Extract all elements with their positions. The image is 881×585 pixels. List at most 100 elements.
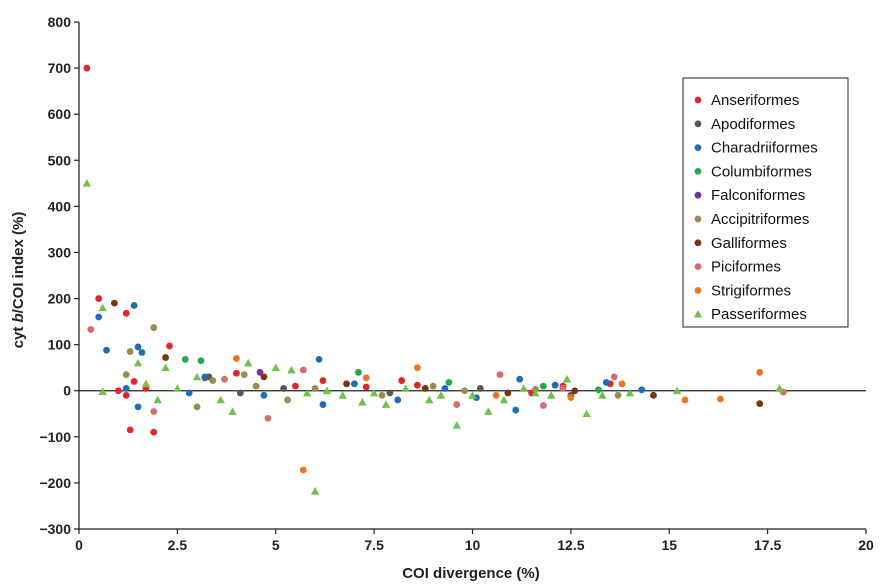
legend-label: Anseriformes xyxy=(711,92,799,109)
passeriformes-point xyxy=(133,358,143,367)
passeriformes-point xyxy=(468,391,477,399)
x-tick-label: 0 xyxy=(75,537,83,553)
apodiformes-point xyxy=(476,385,484,392)
galliformes-point xyxy=(260,373,268,381)
anseriformes-point xyxy=(233,369,240,377)
columbiformes-point xyxy=(197,357,205,365)
accipitriformes-point xyxy=(614,391,622,399)
legend-label: Apodiformes xyxy=(711,116,795,133)
strigiformes-point xyxy=(717,395,724,403)
passeriformes-point xyxy=(436,391,446,399)
charadriiformes-point xyxy=(134,343,142,351)
y-axis-title-italic: b xyxy=(10,313,27,322)
y-tick-label: 600 xyxy=(48,106,72,122)
passeriformes-point xyxy=(228,407,237,415)
y-axis-title: cyt b/COI index (%) xyxy=(10,212,27,349)
charadriiformes-point xyxy=(185,389,193,397)
piciformes-point xyxy=(221,375,228,383)
legend-label: Columbiformes xyxy=(711,163,812,180)
piciformes-point xyxy=(150,408,158,415)
anseriformes-point xyxy=(130,378,138,385)
passeriformes-point xyxy=(98,303,107,312)
x-axis-ticks: 0 2.5 5 7.5 10 12.5 15 17.5 20 xyxy=(75,529,874,553)
charadriiformes-point xyxy=(122,385,130,392)
accipitriformes-point xyxy=(284,396,291,404)
charadriiformes-point xyxy=(103,346,110,354)
charadriiformes-point xyxy=(134,403,142,411)
accipitriformes-point xyxy=(311,385,319,392)
passeriformes-point xyxy=(547,391,556,399)
charadriiformes-point xyxy=(394,396,402,404)
passeriformes-point xyxy=(192,372,202,381)
accipitriformes-point xyxy=(126,348,134,355)
passeriformes-point xyxy=(161,363,170,372)
charadriiformes-point xyxy=(315,355,323,363)
y-tick-label: 500 xyxy=(48,152,72,168)
legend-label: Piciformes xyxy=(711,259,781,276)
columbiformes-point xyxy=(595,386,602,394)
passeriformes-point xyxy=(519,384,528,392)
columbiformes-point xyxy=(539,382,547,390)
galliformes-point xyxy=(756,400,764,408)
passeriformes-point xyxy=(484,407,493,415)
x-tick-label: 20 xyxy=(858,537,874,553)
legend-marker xyxy=(694,144,702,152)
passeriformes-point xyxy=(452,421,461,429)
strigiformes-point xyxy=(414,364,421,372)
passeriformes-point xyxy=(338,391,347,399)
legend-label: Passeriformes xyxy=(711,306,807,323)
apodiformes-point xyxy=(386,389,394,397)
piciformes-point xyxy=(264,414,272,422)
passeriformes-point xyxy=(381,400,391,408)
piciformes-point xyxy=(87,326,95,333)
strigiformes-point xyxy=(681,396,689,404)
charadriiformes-point xyxy=(441,385,449,392)
charadriiformes-point xyxy=(638,386,646,394)
piciformes-point xyxy=(496,371,504,378)
accipitriformes-point xyxy=(429,382,437,390)
passeriformes-point xyxy=(310,487,320,495)
charadriiformes-point xyxy=(95,313,103,321)
y-tick-label: 800 xyxy=(48,14,72,30)
galliformes-point xyxy=(421,385,429,392)
passeriformes-point xyxy=(562,375,572,383)
passeriformes-point xyxy=(322,386,332,395)
piciformes-point xyxy=(559,385,567,392)
passeriformes-point xyxy=(141,379,151,388)
strigiformes-point xyxy=(618,380,626,388)
charadriiformes-point xyxy=(138,349,146,356)
passeriformes-point xyxy=(531,388,540,397)
x-tick-label: 10 xyxy=(465,537,481,553)
passeriformes-point xyxy=(499,395,509,404)
charadriiformes-point xyxy=(201,373,209,381)
x-axis-title: COI divergence (%) xyxy=(402,565,540,582)
legend-label: Accipitriformes xyxy=(711,211,809,228)
passeriformes-point xyxy=(303,388,312,397)
x-tick-label: 17.5 xyxy=(754,537,781,553)
legend-label: Charadriiformes xyxy=(711,140,818,157)
x-tick-label: 12.5 xyxy=(557,537,584,553)
anseriformes-point xyxy=(398,377,406,384)
strigiformes-point xyxy=(492,391,500,399)
passeriformes-point xyxy=(369,388,379,397)
legend-marker xyxy=(694,168,702,175)
anseriformes-point xyxy=(362,383,370,391)
passeriformes-point xyxy=(625,388,635,397)
anseriformes-point xyxy=(166,342,173,350)
accipitriformes-point xyxy=(150,324,158,331)
legend-marker xyxy=(694,96,702,104)
accipitriformes-point xyxy=(378,391,386,399)
passeriformes-point xyxy=(271,363,280,372)
passeriformes-point xyxy=(82,179,92,187)
anseriformes-point xyxy=(126,426,134,434)
galliformes-point xyxy=(571,387,579,395)
charadriiformes-point xyxy=(351,380,358,388)
anseriformes-point xyxy=(319,377,327,384)
columbiformes-point xyxy=(181,355,189,363)
accipitriformes-point xyxy=(209,377,217,384)
passeriformes-point xyxy=(216,395,225,404)
strigiformes-point xyxy=(233,355,240,362)
legend: Anseriformes Apodiformes Charadriiformes Co… xyxy=(682,77,849,328)
passeriformes-point xyxy=(153,395,162,404)
y-axis-title-part: cyt xyxy=(10,323,27,349)
